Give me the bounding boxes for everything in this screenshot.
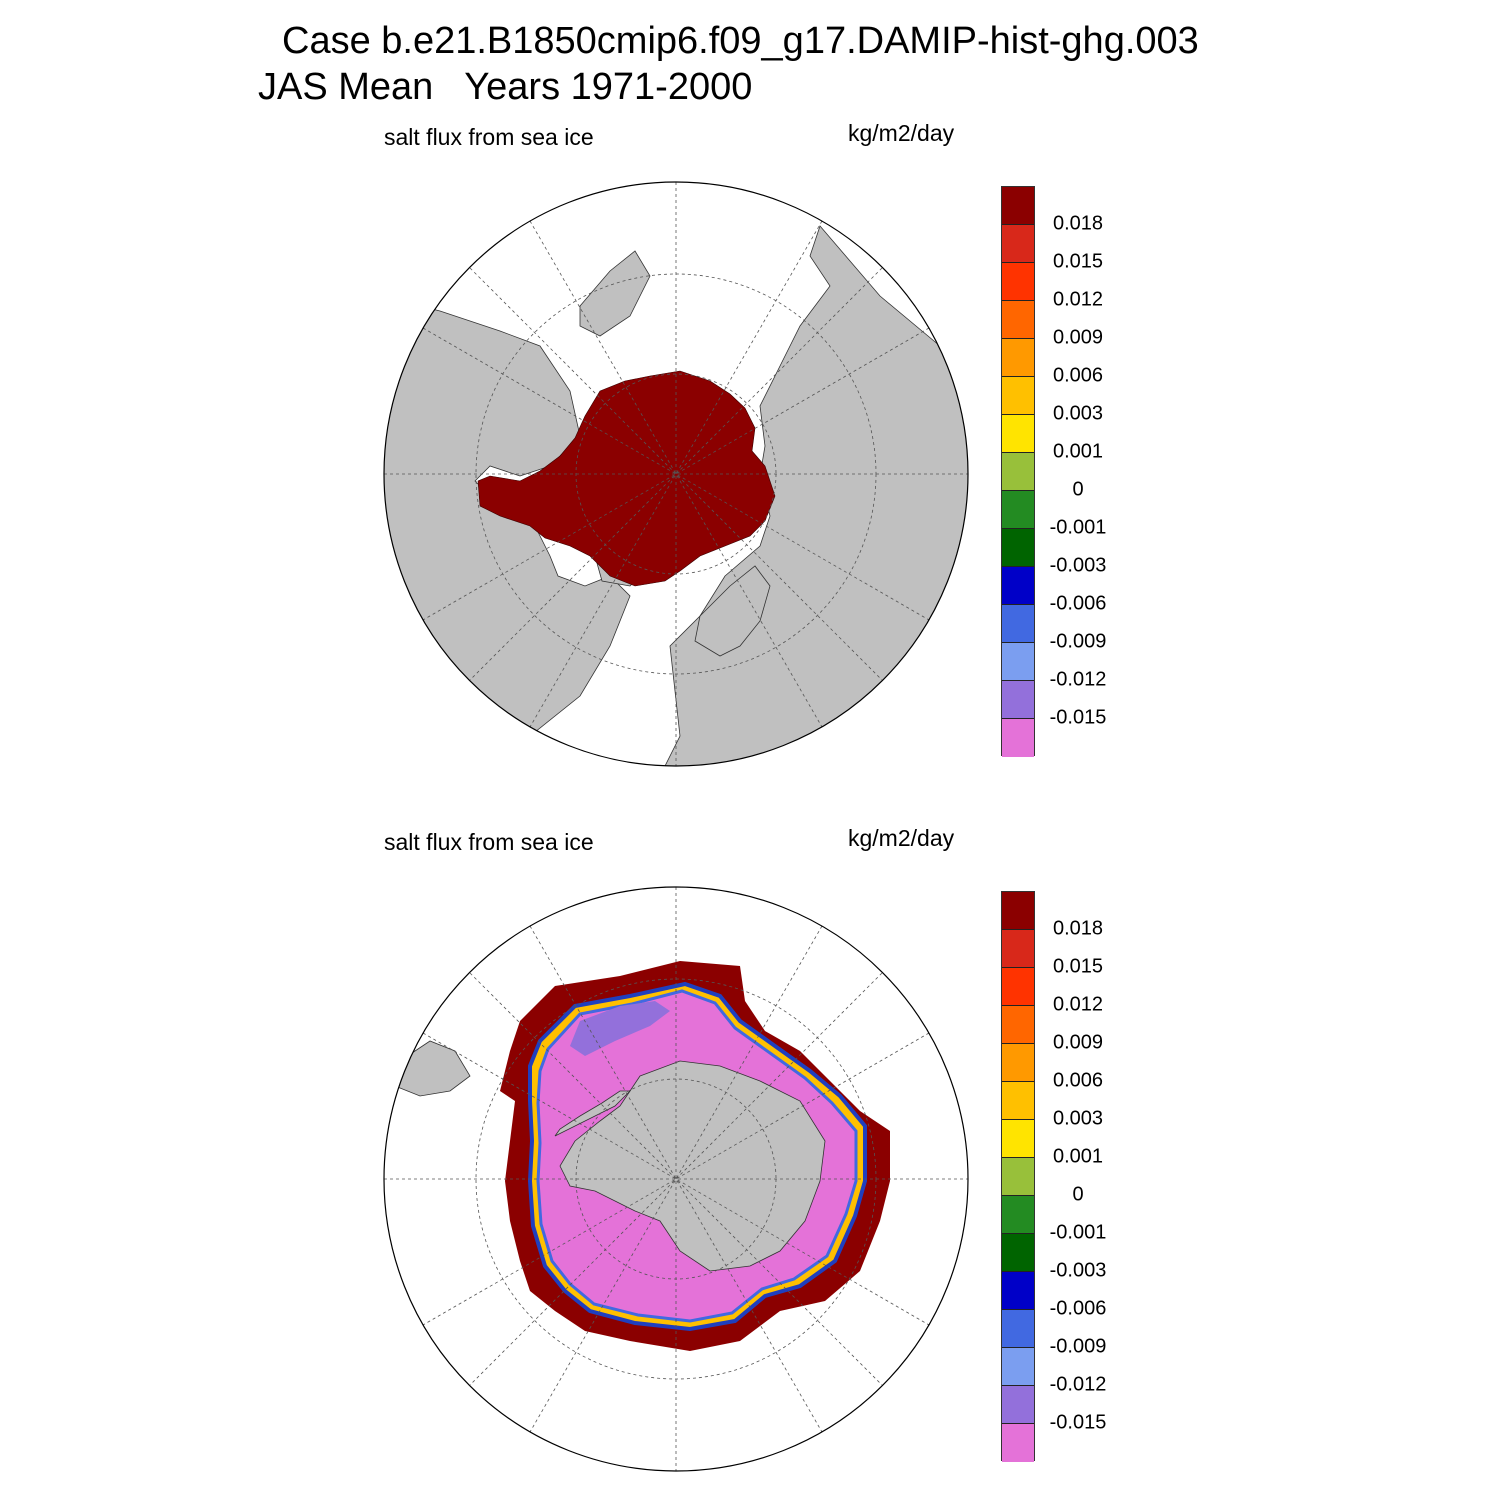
- colorbar-tick-label: -0.006: [1049, 1297, 1107, 1320]
- colorbar-tick-label: -0.001: [1049, 516, 1107, 539]
- south-meridian-120: [422, 1032, 930, 1326]
- colorbar-tick-label: -0.003: [1049, 1259, 1107, 1282]
- colorbar-tick-label: 0: [1072, 1183, 1084, 1206]
- south-meridian-60: [422, 1032, 930, 1326]
- colorbar-tick-label: 0.006: [1052, 364, 1104, 387]
- north-panel: salt flux from sea ice kg/m2/day: [0, 0, 1500, 767]
- colorbar-box: [1002, 301, 1034, 339]
- colorbar-box: [1002, 491, 1034, 529]
- south-meridian-150: [529, 925, 823, 1433]
- colorbar-box: [1002, 1348, 1034, 1386]
- north-meridian-120: [422, 327, 930, 621]
- colorbar-tick-label: 0.003: [1052, 402, 1104, 425]
- south-meridian-135: [469, 972, 883, 1386]
- colorbar-box: [1002, 1424, 1034, 1462]
- colorbar-box: [1002, 187, 1034, 225]
- north-variable-label: salt flux from sea ice: [384, 124, 594, 150]
- colorbar-tick-label: 0.003: [1052, 1107, 1104, 1130]
- colorbar-tick-label: -0.003: [1049, 554, 1107, 577]
- south-colorbar-labels: 0.018 0.015 0.012 0.009 0.006 0.003 0.001 0 -0.0…: [1040, 891, 1120, 1461]
- colorbar-tick-label: 0: [1072, 478, 1084, 501]
- colorbar-box: [1002, 529, 1034, 567]
- colorbar-box: [1002, 643, 1034, 681]
- colorbar-tick-label: 0.015: [1052, 250, 1104, 273]
- north-colorbar-labels: 0.018 0.015 0.012 0.009 0.006 0.003 0.001 0 -0.0…: [1040, 186, 1120, 756]
- colorbar-tick-label: -0.001: [1049, 1221, 1107, 1244]
- colorbar-tick-label: 0.015: [1052, 955, 1104, 978]
- colorbar-box: [1002, 1044, 1034, 1082]
- colorbar-box: [1002, 1234, 1034, 1272]
- colorbar-tick-label: 0.018: [1052, 212, 1104, 235]
- north-meridian-60: [422, 327, 930, 621]
- colorbar-box: [1002, 719, 1034, 757]
- scandinavia-land: [694, 565, 771, 657]
- north-meridian-45: [469, 267, 883, 681]
- colorbar-tick-label: -0.012: [1049, 668, 1107, 691]
- south-map-border: [383, 886, 969, 1472]
- north-polar-map: [383, 181, 969, 767]
- colorbar-box: [1002, 1196, 1034, 1234]
- antarctic-ice-purple-patch: [570, 1001, 670, 1056]
- colorbar-box: [1002, 339, 1034, 377]
- south-meridian-45: [469, 972, 883, 1386]
- south-polar-map: [383, 886, 969, 1472]
- north-units-label: kg/m2/day: [848, 120, 955, 146]
- south-colorbar: [1001, 891, 1035, 1462]
- colorbar-tick-label: -0.015: [1049, 1411, 1107, 1434]
- colorbar-tick-label: 0.001: [1052, 1145, 1104, 1168]
- colorbar-tick-label: 0.009: [1052, 1031, 1104, 1054]
- colorbar-box: [1002, 1310, 1034, 1348]
- colorbar-box: [1002, 930, 1034, 968]
- case-title: Case b.e21.B1850cmip6.f09_g17.DAMIP-hist…: [282, 20, 1199, 62]
- colorbar-box: [1002, 605, 1034, 643]
- colorbar-box: [1002, 1272, 1034, 1310]
- colorbar-tick-label: -0.009: [1049, 630, 1107, 653]
- antarctic-peninsula-land: [554, 1090, 631, 1137]
- period-title: JAS Mean Years 1971-2000: [258, 66, 753, 108]
- colorbar-tick-label: -0.009: [1049, 1335, 1107, 1358]
- colorbar-tick-label: -0.006: [1049, 592, 1107, 615]
- north-meridian-135: [469, 267, 883, 681]
- colorbar-box: [1002, 415, 1034, 453]
- colorbar-tick-label: -0.015: [1049, 706, 1107, 729]
- colorbar-box: [1002, 1120, 1034, 1158]
- colorbar-box: [1002, 892, 1034, 930]
- colorbar-tick-label: 0.012: [1052, 993, 1104, 1016]
- south-units-label: kg/m2/day: [848, 825, 955, 851]
- colorbar-tick-label: 0.001: [1052, 440, 1104, 463]
- colorbar-tick-label: 0.006: [1052, 1069, 1104, 1092]
- colorbar-box: [1002, 263, 1034, 301]
- colorbar-box: [1002, 1006, 1034, 1044]
- colorbar-box: [1002, 567, 1034, 605]
- colorbar-box: [1002, 225, 1034, 263]
- colorbar-box: [1002, 453, 1034, 491]
- colorbar-tick-label: -0.012: [1049, 1373, 1107, 1396]
- colorbar-box: [1002, 377, 1034, 415]
- colorbar-box: [1002, 1158, 1034, 1196]
- arctic-sea-ice: [477, 370, 776, 587]
- colorbar-tick-label: 0.009: [1052, 326, 1104, 349]
- colorbar-box: [1002, 681, 1034, 719]
- colorbar-tick-label: 0.012: [1052, 288, 1104, 311]
- bering-land: [579, 250, 651, 337]
- north-meridian-30: [529, 220, 823, 728]
- colorbar-box: [1002, 1386, 1034, 1424]
- colorbar-box: [1002, 968, 1034, 1006]
- south-meridian-30: [529, 925, 823, 1433]
- north-colorbar: [1001, 186, 1035, 757]
- north-map-border: [383, 181, 969, 767]
- colorbar-box: [1002, 1082, 1034, 1120]
- antarctica-land: [559, 1060, 826, 1272]
- colorbar-tick-label: 0.018: [1052, 917, 1104, 940]
- south-panel: salt flux from sea ice kg/m2/day: [0, 705, 1500, 1472]
- south-variable-label: salt flux from sea ice: [384, 829, 594, 855]
- north-meridian-150: [529, 220, 823, 728]
